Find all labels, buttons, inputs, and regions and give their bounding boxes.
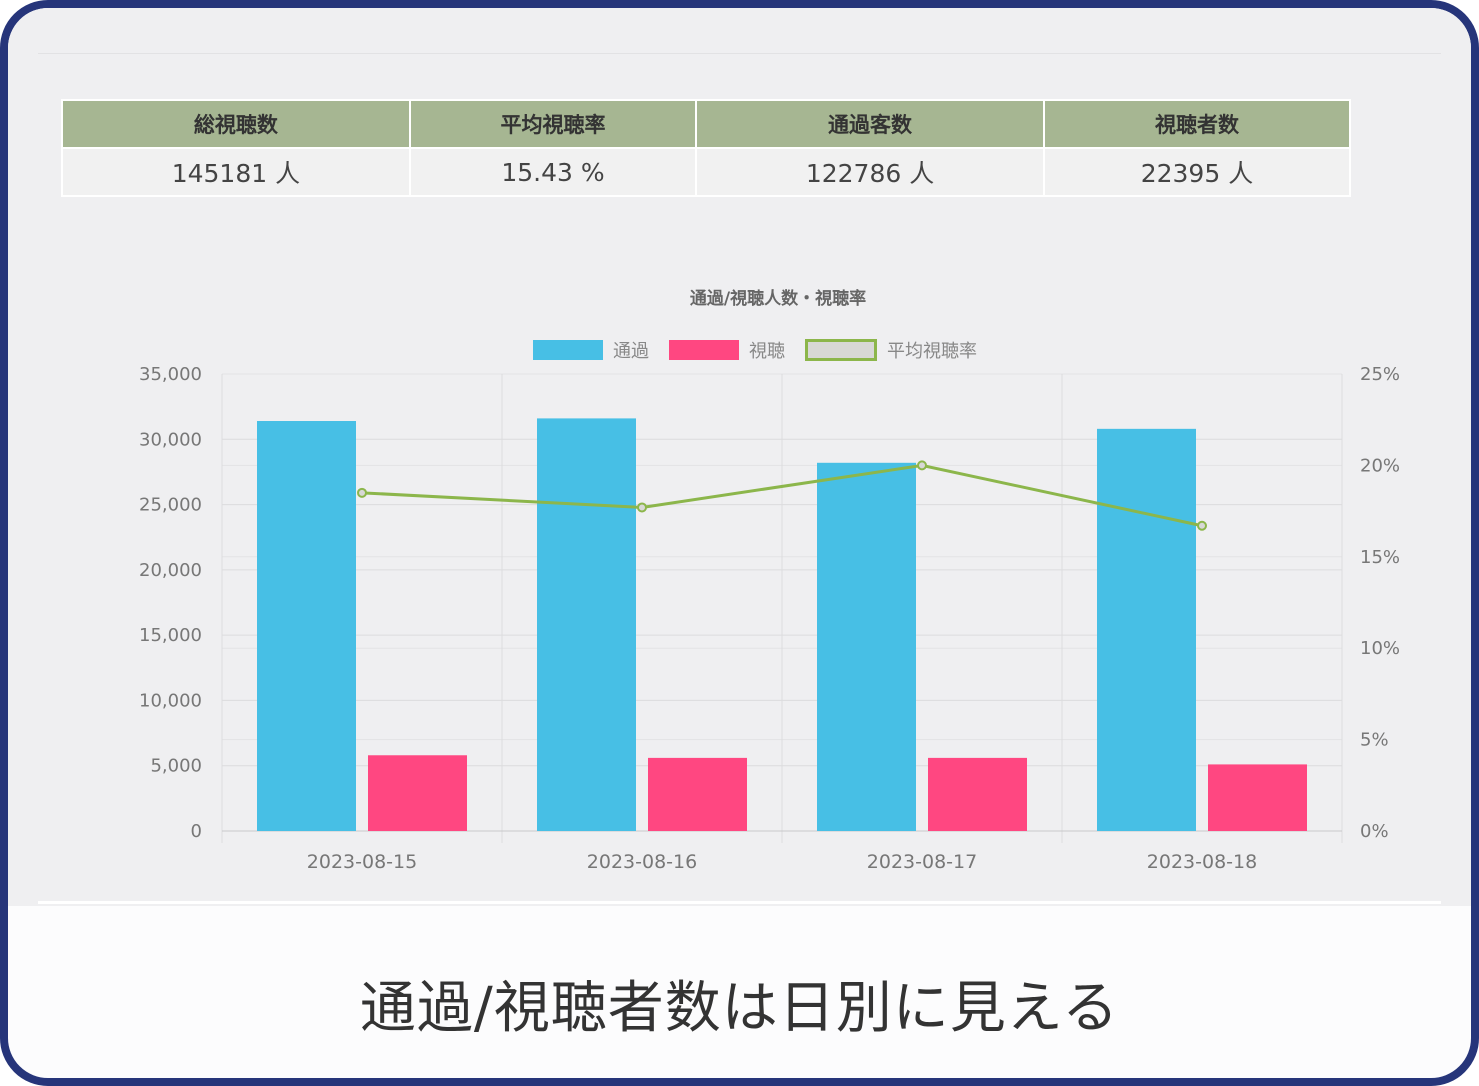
legend-label[interactable]: 通過 bbox=[613, 341, 649, 362]
y-tick-label: 25,000 bbox=[139, 495, 202, 516]
bar-pass bbox=[257, 421, 356, 831]
y2-tick-label: 0% bbox=[1360, 821, 1389, 842]
dashboard-panel: 総視聴数 平均視聴率 通過客数 視聴者数 145181 人 15.43 % 12… bbox=[8, 8, 1471, 906]
x-tick-label: 2023-08-17 bbox=[867, 851, 977, 873]
kpi-header: 平均視聴率 bbox=[408, 99, 698, 149]
kpi-header: 通過客数 bbox=[695, 99, 1045, 149]
legend-label[interactable]: 平均視聴率 bbox=[887, 341, 977, 362]
x-tick-label: 2023-08-16 bbox=[587, 851, 697, 873]
divider bbox=[38, 901, 1441, 904]
y-tick-label: 5,000 bbox=[150, 756, 202, 777]
y2-tick-label: 25% bbox=[1360, 364, 1400, 385]
y-tick-label: 0 bbox=[191, 821, 202, 842]
x-tick-label: 2023-08-15 bbox=[307, 851, 417, 873]
kpi-header: 総視聴数 bbox=[61, 99, 411, 149]
bar-view bbox=[648, 757, 747, 831]
y2-tick-label: 5% bbox=[1360, 730, 1389, 751]
rate-point bbox=[1197, 520, 1207, 531]
legend-label[interactable]: 視聴 bbox=[749, 341, 785, 362]
kpi-value: 122786 人 bbox=[695, 147, 1045, 197]
kpi-table: 総視聴数 平均視聴率 通過客数 視聴者数 145181 人 15.43 % 12… bbox=[61, 99, 1352, 197]
bar-view bbox=[1208, 764, 1307, 831]
bar-view bbox=[928, 757, 1027, 831]
y-tick-label: 20,000 bbox=[139, 560, 202, 581]
x-tick-label: 2023-08-18 bbox=[1147, 851, 1257, 873]
caption: 通過/視聴者数は日別に見える bbox=[359, 976, 1120, 1041]
rate-point bbox=[917, 460, 927, 471]
kpi-value: 145181 人 bbox=[61, 147, 411, 197]
legend-swatch-rate[interactable] bbox=[805, 339, 877, 361]
legend-swatch-view[interactable] bbox=[669, 340, 739, 360]
divider bbox=[38, 53, 1441, 54]
y-tick-label: 10,000 bbox=[139, 690, 202, 711]
kpi-value: 22395 人 bbox=[1042, 147, 1352, 197]
kpi-header: 視聴者数 bbox=[1042, 99, 1352, 149]
legend-swatch-pass[interactable] bbox=[533, 340, 603, 360]
y-tick-label: 30,000 bbox=[139, 429, 202, 450]
y-tick-label: 15,000 bbox=[139, 625, 202, 646]
y2-tick-label: 15% bbox=[1360, 547, 1400, 568]
y-tick-label: 35,000 bbox=[139, 364, 202, 385]
y2-tick-label: 20% bbox=[1360, 455, 1400, 476]
rate-point bbox=[637, 502, 647, 513]
chart: 0 5,000 10,000 15,000 20,000 25,000 30,000 35,0… bbox=[139, 364, 1400, 873]
bar-pass bbox=[537, 418, 636, 831]
chart-legend: 通過 視聴 平均視聴率 bbox=[533, 337, 977, 363]
rate-point bbox=[357, 487, 367, 498]
chart-title: 通過/視聴人数・視聴率 bbox=[689, 289, 867, 309]
bar-view bbox=[368, 755, 467, 831]
y2-tick-label: 10% bbox=[1360, 638, 1400, 659]
kpi-value: 15.43 % bbox=[408, 147, 698, 197]
bar-pass bbox=[1097, 428, 1196, 831]
bar-pass bbox=[817, 462, 916, 831]
rate-line bbox=[361, 463, 1203, 528]
